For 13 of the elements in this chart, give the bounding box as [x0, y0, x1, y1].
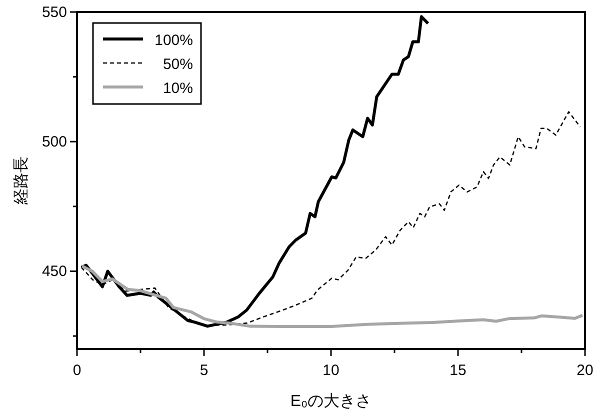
x-tick-label: 15: [450, 362, 466, 379]
x-tick-label: 10: [322, 362, 340, 379]
legend-label: 10%: [162, 80, 193, 97]
y-tick-label: 500: [42, 134, 67, 151]
x-tick-label: 5: [200, 362, 208, 379]
y-axis-title: 経路長: [13, 156, 30, 206]
x-axis-title: E₀の大きさ: [290, 392, 372, 410]
x-tick-label: 0: [72, 362, 82, 379]
y-tick-label: 550: [42, 4, 67, 21]
y-tick-label: 450: [42, 263, 67, 280]
legend-label: 50%: [162, 56, 193, 73]
legend-label: 100%: [154, 32, 193, 49]
x-tick-label: 20: [576, 362, 594, 379]
